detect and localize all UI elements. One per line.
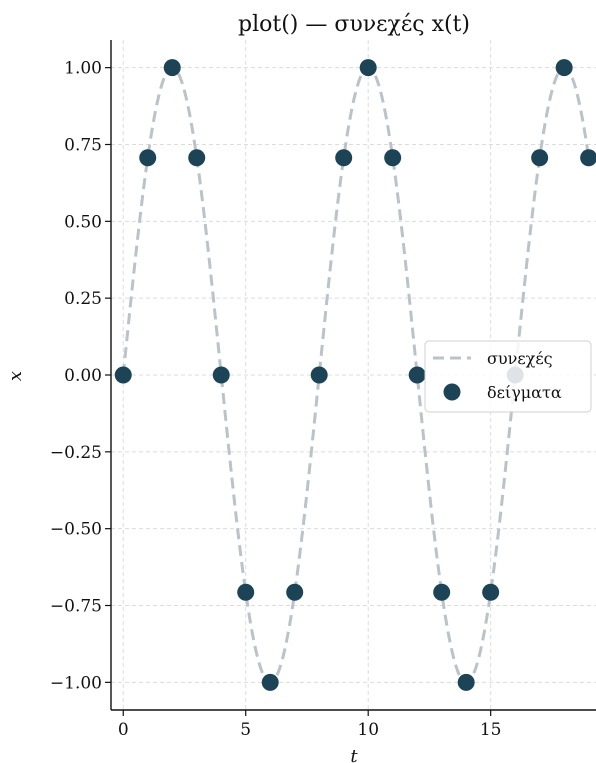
legend-label-samples: δείγματα (487, 383, 562, 402)
chart-title: plot() — συνεχές x(t) (238, 12, 470, 37)
x-tick-label: 0 (118, 720, 129, 740)
sample-point (139, 149, 157, 167)
legend: συνεχές δείγματα (424, 340, 592, 413)
y-tick-label: 1.00 (64, 59, 102, 79)
legend-label-continuous: συνεχές (487, 349, 553, 368)
continuous-series (121, 66, 591, 684)
sample-point (237, 583, 255, 601)
y-tick-label: 0.75 (64, 135, 102, 155)
sample-point (310, 366, 328, 384)
x-tick-label: 5 (240, 720, 251, 740)
sample-point (335, 149, 353, 167)
sample-point (163, 59, 181, 77)
y-tick-label: −0.50 (50, 520, 102, 540)
sample-point (188, 149, 206, 167)
y-axis-label: x (5, 371, 26, 381)
y-tick-label: 0.25 (64, 289, 102, 309)
legend-box (424, 340, 592, 413)
sample-point (457, 673, 475, 691)
sample-point (384, 149, 402, 167)
sample-point (408, 366, 426, 384)
y-tick-label: −0.75 (50, 597, 102, 617)
sample-point (555, 59, 573, 77)
grid (111, 40, 596, 710)
sample-point (114, 366, 132, 384)
sample-point (359, 59, 377, 77)
samples-series (114, 59, 596, 691)
legend-marker-swatch (443, 383, 461, 401)
sample-point (261, 673, 279, 691)
continuous-line (121, 66, 591, 684)
sample-point (286, 583, 304, 601)
y-tick-label: 0.50 (64, 212, 102, 232)
sample-point (482, 583, 500, 601)
sample-point (212, 366, 230, 384)
y-tick-label: −1.00 (50, 673, 102, 693)
y-tick-label: 0.00 (64, 366, 102, 386)
y-tick-label: −0.25 (50, 443, 102, 463)
x-axis-label: t (350, 746, 358, 763)
axes: 0 5 10 15 1.00 0.75 0.50 0.25 0.00 −0.25 −0.50 −0.7… (50, 40, 596, 740)
sample-point (433, 583, 451, 601)
x-tick-label: 15 (480, 720, 502, 740)
x-tick-label: 10 (357, 720, 379, 740)
sample-point (531, 149, 549, 167)
sample-point (580, 149, 596, 167)
